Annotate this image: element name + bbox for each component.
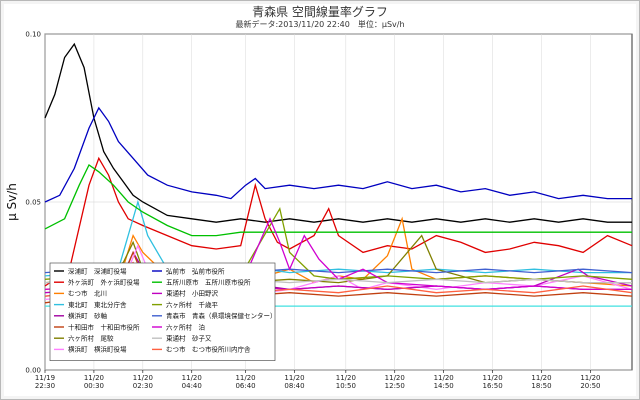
legend-entry: 五所川原市 五所川原市役所 xyxy=(166,278,251,287)
x-tick-date: 11/20 xyxy=(133,374,153,382)
x-tick-date: 11/20 xyxy=(235,374,255,382)
chart-subtitle: 最新データ:2013/11/20 22:40 単位：μSv/h xyxy=(235,20,405,29)
x-tick-date: 11/20 xyxy=(182,374,202,382)
series-lines xyxy=(44,42,633,307)
series-line-1 xyxy=(44,42,632,223)
x-tick-date: 11/20 xyxy=(284,374,304,382)
legend-entry: むつ市 北川 xyxy=(68,289,107,298)
x-tick-date: 11/20 xyxy=(84,374,104,382)
x-tick-time: 00:30 xyxy=(84,382,104,390)
legend-entry: 十和田市 十和田市役所 xyxy=(68,322,140,331)
legend-entry: 東北町 東北分庁舎 xyxy=(68,300,127,309)
legend-entry: 外ヶ浜町 外ヶ浜町役場 xyxy=(68,278,140,287)
x-tick-time: 16:50 xyxy=(482,382,502,390)
x-tick-date: 11/20 xyxy=(482,374,502,382)
x-tick-time: 20:50 xyxy=(580,382,600,390)
series-line-2 xyxy=(44,156,633,287)
x-tick-date: 11/20 xyxy=(434,374,454,382)
x-tick-date: 11/20 xyxy=(531,374,551,382)
x-axis-ticks: 11/1922:3011/2000:3011/2002:3011/2004:40… xyxy=(35,374,601,390)
x-tick-time: 02:30 xyxy=(133,382,153,390)
x-tick-time: 06:40 xyxy=(235,382,255,390)
x-tick-date: 11/20 xyxy=(385,374,405,382)
legend-entry: 六ヶ所村 尾駮 xyxy=(68,334,114,343)
legend-entry: 横浜町 砂軸 xyxy=(68,311,108,320)
legend-entry: 六ヶ所村 泊 xyxy=(166,322,205,331)
y-tick-label: 0.10 xyxy=(25,31,41,39)
series-line-10 xyxy=(44,164,632,237)
y-axis-label: μ Sv/h xyxy=(5,183,19,221)
x-tick-date: 11/20 xyxy=(580,374,600,382)
series-line-9 xyxy=(44,106,632,203)
legend-entry: 深浦町 深浦町役場 xyxy=(68,266,127,275)
x-tick-time: 08:40 xyxy=(284,382,304,390)
x-tick-date: 11/19 xyxy=(35,374,55,382)
x-tick-time: 04:40 xyxy=(182,382,202,390)
legend-entry: むつ市 むつ市役所川内庁舎 xyxy=(166,345,251,354)
x-tick-time: 18:50 xyxy=(531,382,551,390)
y-axis-ticks: 0.10 0.05 0.00 xyxy=(25,31,41,375)
grid-lines xyxy=(44,33,632,373)
y-tick-label: 0.05 xyxy=(25,199,41,207)
legend-entry: 弘前市 弘前市役所 xyxy=(166,266,225,275)
y-tick-label: 0.00 xyxy=(25,367,41,375)
x-tick-date: 11/20 xyxy=(336,374,356,382)
chart-title: 青森県 空間線量率グラフ xyxy=(252,5,388,19)
x-tick-time: 10:50 xyxy=(336,382,356,390)
legend-entry: 青森市 青森（県環境保健センター） xyxy=(166,311,277,320)
legend-entry: 横浜町 横浜町役場 xyxy=(68,345,127,354)
legend-entry: 東通村 砂子又 xyxy=(166,334,212,343)
legend-entry: 六ヶ所村 千歳平 xyxy=(166,300,219,309)
x-tick-time: 14:50 xyxy=(434,382,454,390)
x-tick-time: 12:50 xyxy=(385,382,405,390)
legend-box xyxy=(49,262,276,361)
legend-entry: 東通村 小田野沢 xyxy=(166,289,219,298)
x-tick-time: 22:30 xyxy=(35,382,55,390)
